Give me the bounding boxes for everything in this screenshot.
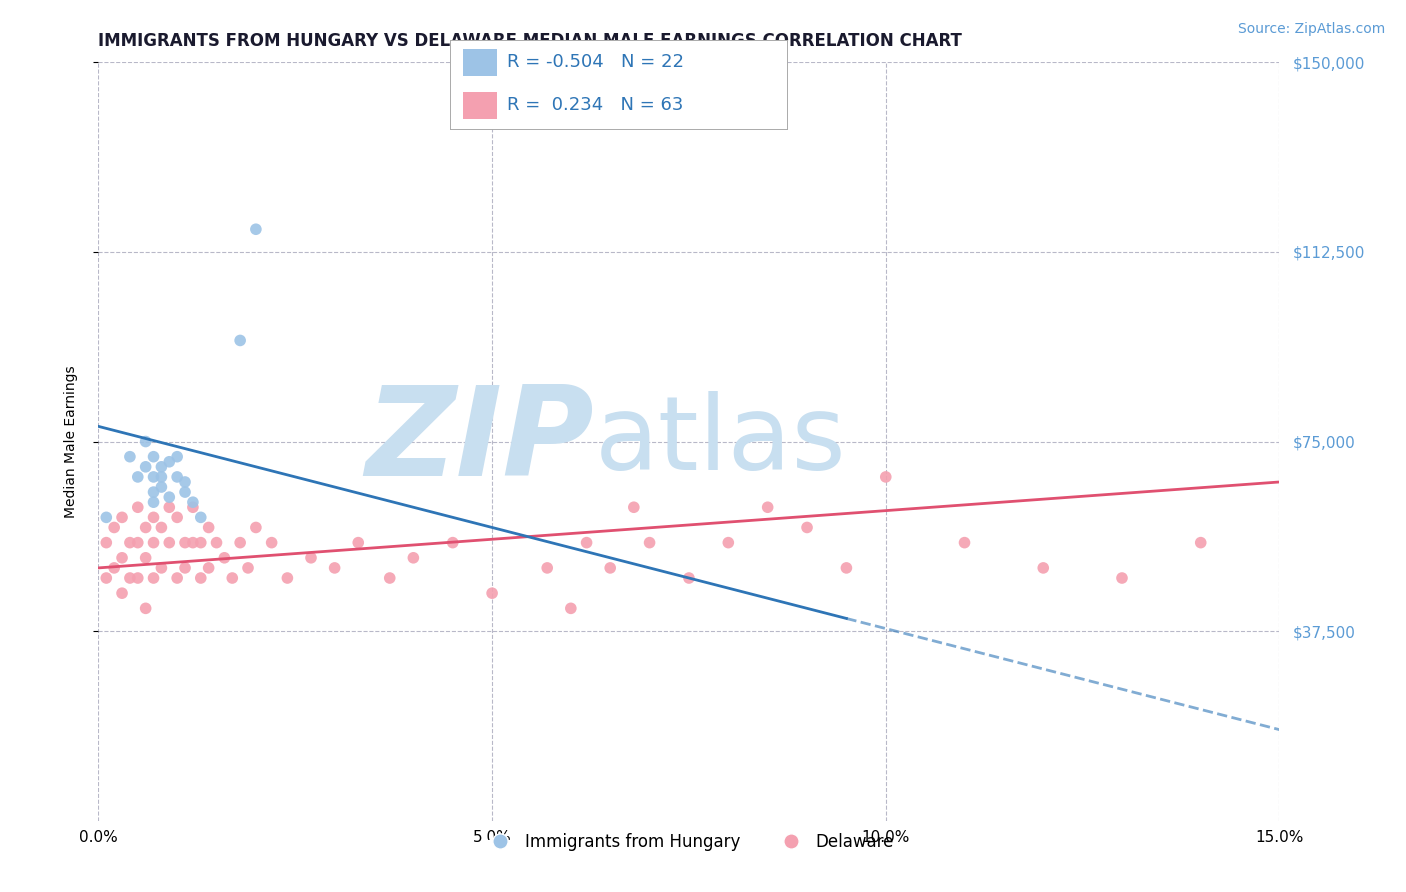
Point: [245, 222, 267, 236]
Point: [142, 485, 165, 500]
Point: [166, 470, 188, 484]
Point: [245, 520, 267, 534]
Point: [111, 510, 134, 524]
Point: [174, 475, 197, 489]
Point: [142, 510, 165, 524]
Point: [1032, 561, 1054, 575]
Point: [103, 561, 125, 575]
Bar: [464, 92, 498, 119]
Point: [127, 470, 149, 484]
Point: [575, 535, 598, 549]
Point: [150, 459, 173, 474]
Text: R = -0.504   N = 22: R = -0.504 N = 22: [508, 54, 685, 71]
Point: [536, 561, 558, 575]
Point: [157, 535, 180, 549]
Point: [142, 470, 165, 484]
Point: [118, 450, 141, 464]
Point: [135, 459, 157, 474]
Point: [142, 450, 165, 464]
Point: [1189, 535, 1212, 549]
Point: [142, 535, 165, 549]
Point: [560, 601, 582, 615]
Point: [276, 571, 298, 585]
Point: [796, 520, 818, 534]
Point: [135, 520, 157, 534]
Text: IMMIGRANTS FROM HUNGARY VS DELAWARE MEDIAN MALE EARNINGS CORRELATION CHART: IMMIGRANTS FROM HUNGARY VS DELAWARE MEDI…: [98, 32, 962, 50]
Point: [142, 571, 165, 585]
Point: [174, 535, 197, 549]
Point: [150, 480, 173, 494]
Point: [150, 470, 173, 484]
Point: [157, 455, 180, 469]
Point: [599, 561, 621, 575]
Point: [190, 571, 212, 585]
Point: [678, 571, 700, 585]
Point: [378, 571, 401, 585]
Text: ZIP: ZIP: [366, 381, 595, 502]
Point: [299, 550, 322, 565]
Point: [402, 550, 425, 565]
Point: [103, 520, 125, 534]
Point: [174, 561, 197, 575]
Point: [157, 490, 180, 504]
Point: [166, 571, 188, 585]
Point: [96, 535, 118, 549]
Point: [347, 535, 370, 549]
Point: [142, 495, 165, 509]
Point: [835, 561, 858, 575]
Point: [323, 561, 346, 575]
Point: [150, 561, 173, 575]
Y-axis label: Median Male Earnings: Median Male Earnings: [63, 365, 77, 518]
Point: [190, 510, 212, 524]
Point: [197, 561, 219, 575]
Point: [127, 571, 149, 585]
Point: [221, 571, 243, 585]
Point: [135, 550, 157, 565]
Point: [181, 500, 204, 515]
Point: [157, 500, 180, 515]
Point: [229, 334, 252, 348]
Point: [96, 510, 118, 524]
Text: Source: ZipAtlas.com: Source: ZipAtlas.com: [1237, 22, 1385, 37]
Point: [96, 571, 118, 585]
Point: [190, 535, 212, 549]
Point: [260, 535, 283, 549]
Point: [111, 550, 134, 565]
Point: [197, 520, 219, 534]
Point: [135, 601, 157, 615]
Point: [236, 561, 259, 575]
Point: [481, 586, 503, 600]
Legend: Immigrants from Hungary, Delaware: Immigrants from Hungary, Delaware: [477, 827, 901, 858]
Point: [135, 434, 157, 449]
Point: [111, 586, 134, 600]
Point: [638, 535, 661, 549]
Point: [181, 495, 204, 509]
Point: [1111, 571, 1133, 585]
Point: [118, 571, 141, 585]
Point: [623, 500, 645, 515]
Point: [118, 535, 141, 549]
Point: [166, 450, 188, 464]
Point: [953, 535, 976, 549]
Point: [875, 470, 897, 484]
Text: atlas: atlas: [595, 391, 846, 492]
Point: [756, 500, 779, 515]
Point: [127, 500, 149, 515]
Point: [174, 485, 197, 500]
Point: [441, 535, 464, 549]
Point: [150, 520, 173, 534]
Point: [127, 535, 149, 549]
Bar: [464, 49, 498, 76]
Point: [214, 550, 236, 565]
Point: [181, 535, 204, 549]
Point: [166, 510, 188, 524]
Text: R =  0.234   N = 63: R = 0.234 N = 63: [508, 96, 683, 114]
Point: [205, 535, 228, 549]
Point: [229, 535, 252, 549]
Point: [717, 535, 740, 549]
